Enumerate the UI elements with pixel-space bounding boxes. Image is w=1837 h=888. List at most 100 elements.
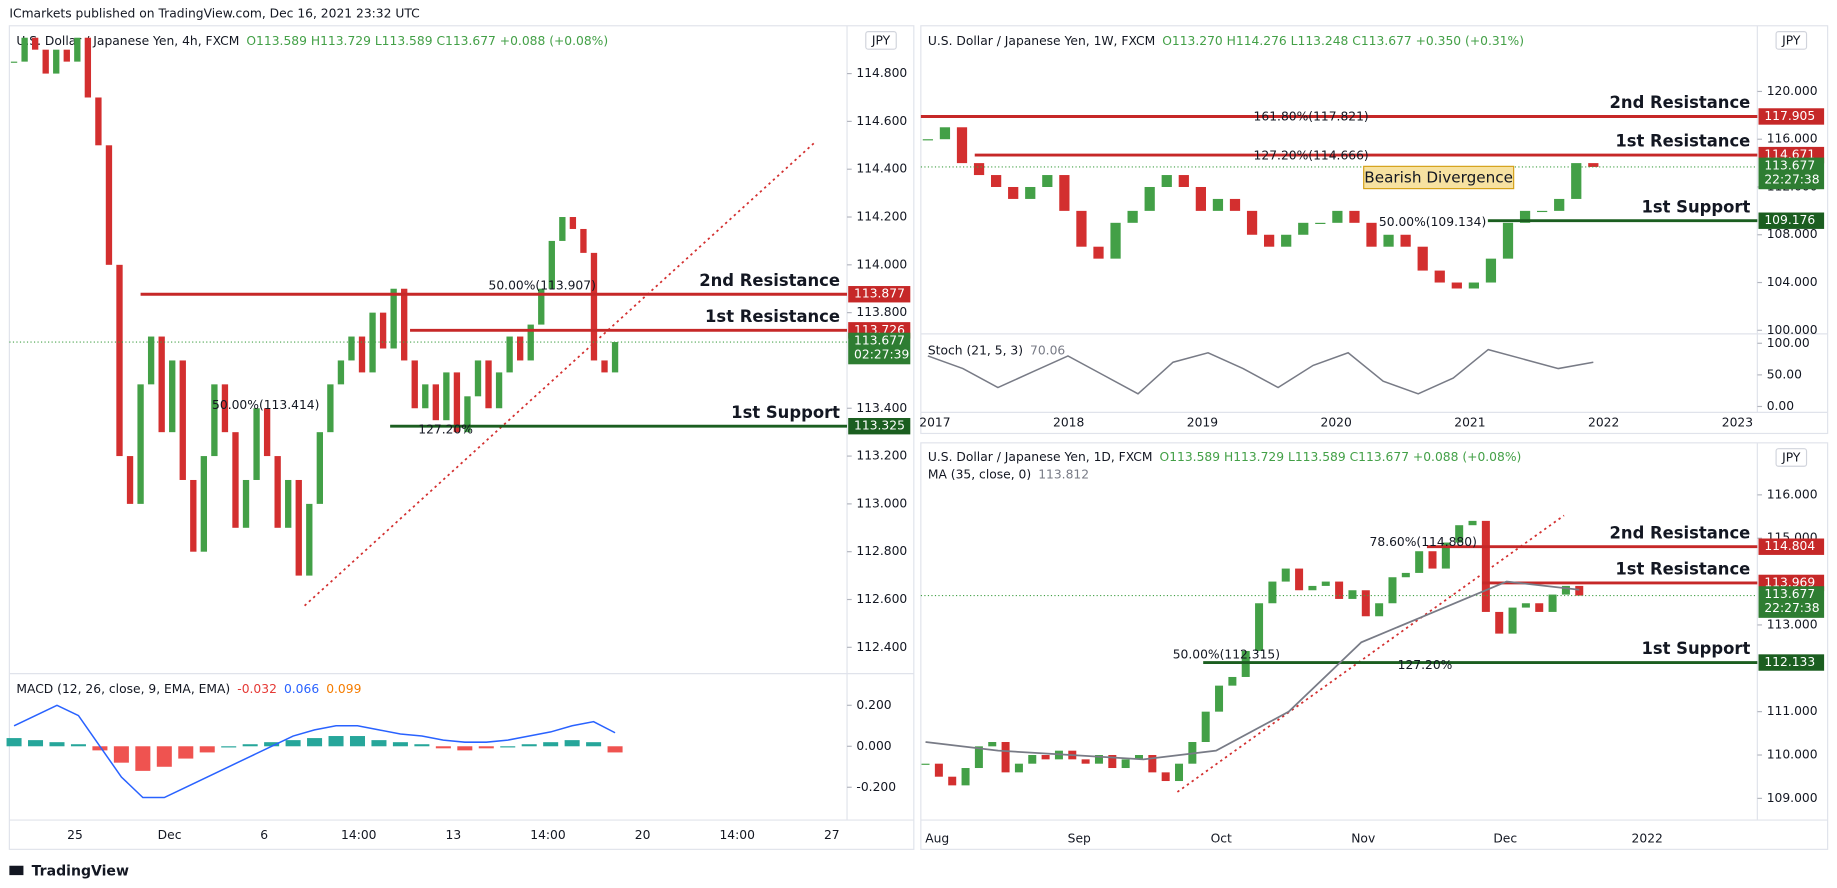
level-price: 113.969 — [1764, 575, 1815, 589]
histogram-bar — [349, 736, 366, 747]
annotation: Bearish Divergence — [1364, 169, 1513, 187]
level-name: 1st Support — [1641, 197, 1750, 216]
candle — [1298, 222, 1309, 235]
candle — [42, 49, 49, 74]
candle — [1028, 755, 1037, 764]
last-price: 113.677 — [1764, 587, 1815, 601]
candle — [1281, 234, 1292, 247]
indicator-reading: 0.099 — [326, 681, 361, 695]
fib-label: 127.20% — [1398, 658, 1453, 672]
candle — [1575, 585, 1584, 596]
price-tick-label: 113.400 — [856, 401, 907, 415]
candle — [263, 408, 271, 457]
candle — [1076, 210, 1087, 247]
candle — [1110, 222, 1121, 259]
price-tick-label: 113.000 — [856, 496, 907, 510]
time-label: 2021 — [1454, 415, 1485, 429]
candle — [1521, 603, 1530, 608]
level-price-box — [1758, 108, 1825, 125]
candle — [1161, 175, 1172, 187]
candle — [974, 746, 983, 769]
candle — [1451, 282, 1462, 289]
histogram-bar — [564, 740, 580, 747]
fib-label: 50.00%(109.134) — [1379, 215, 1486, 229]
candle — [517, 336, 524, 361]
candle — [31, 37, 39, 50]
time-label: 14:00 — [341, 828, 376, 842]
price-tick-label: 112.600 — [856, 592, 907, 606]
candle — [1121, 759, 1130, 769]
candle — [1175, 763, 1184, 782]
price-tick-label: 114.000 — [856, 257, 907, 271]
histogram-bar — [113, 746, 129, 763]
candle — [1108, 755, 1117, 769]
candle — [1441, 542, 1450, 569]
candle — [179, 360, 186, 480]
sub-tick-label: 0.00 — [1767, 399, 1794, 413]
time-label: 14:00 — [530, 828, 565, 842]
candle — [432, 384, 439, 421]
price-tick-label: 112.800 — [856, 544, 907, 558]
histogram-bar — [70, 744, 86, 747]
level-name: 2nd Resistance — [1610, 523, 1751, 542]
candle — [1025, 186, 1036, 199]
indicator-name: MA (35, close, 0) — [928, 467, 1031, 481]
candle — [1417, 246, 1428, 271]
candle — [1215, 685, 1224, 712]
candle — [422, 384, 429, 409]
sub-tick-label: -0.200 — [856, 780, 896, 794]
logo — [9, 865, 24, 876]
price-tick-label: 112.400 — [856, 640, 907, 654]
candle — [1348, 590, 1357, 599]
panel-frame — [920, 442, 1829, 850]
candle — [1195, 186, 1206, 211]
candle — [991, 175, 1002, 187]
logo-icon — [9, 865, 24, 876]
candle — [1383, 234, 1394, 247]
panel-frame — [8, 25, 915, 850]
candle — [253, 408, 260, 480]
indicator-title: MA (35, close, 0) 113.812 — [928, 467, 1089, 481]
last-price: 113.677 — [854, 333, 905, 347]
time-label: Oct — [1211, 831, 1232, 845]
fib-label: 50.00%(112.315) — [1173, 647, 1280, 661]
symbol: U.S. Dollar / Japanese Yen, 1W, FXCM — [928, 34, 1155, 48]
candle — [348, 336, 355, 361]
sub-tick-label: 0.200 — [856, 698, 891, 712]
candle — [1295, 568, 1304, 591]
candle — [1178, 175, 1189, 187]
candle — [1268, 581, 1277, 604]
time-label: Dec — [1493, 831, 1517, 845]
price-tick-label: 116.000 — [1767, 132, 1818, 146]
level-price-box — [848, 286, 911, 303]
fib-label: 127.20% — [418, 422, 473, 436]
candle — [1014, 763, 1023, 773]
histogram-bar — [307, 738, 323, 747]
symbol: U.S. Dollar / Japanese Yen, 4h, FXCM — [16, 34, 239, 48]
candle — [105, 145, 113, 265]
fib-label: 127.20%(114.666) — [1254, 148, 1369, 162]
candle — [1212, 198, 1224, 211]
candle — [1008, 186, 1019, 199]
header: ICmarkets published on TradingView.com, … — [9, 7, 419, 21]
candle — [1561, 585, 1570, 595]
candle — [221, 384, 229, 433]
chart-title: U.S. Dollar / Japanese Yen, 1D, FXCM O113… — [928, 449, 1521, 463]
histogram-bar — [285, 740, 301, 747]
candle — [495, 372, 503, 409]
candle — [1093, 246, 1104, 259]
candle — [84, 37, 92, 98]
candle — [242, 479, 250, 528]
level-price-box — [1758, 538, 1825, 555]
price-tick-label: 114.400 — [856, 162, 907, 176]
histogram-bar — [457, 746, 473, 751]
candle — [295, 479, 302, 576]
candle — [1255, 603, 1264, 651]
time-label: 6 — [260, 828, 268, 842]
candle — [327, 384, 334, 433]
level-price: 117.905 — [1764, 109, 1815, 123]
candle — [590, 252, 598, 361]
histogram-bar — [392, 742, 408, 747]
level-price: 109.176 — [1764, 213, 1815, 227]
